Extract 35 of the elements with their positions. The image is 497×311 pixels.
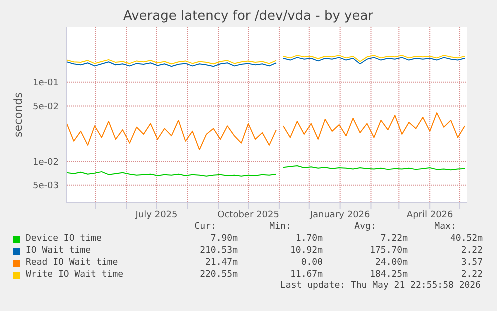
- text: 2.22: [460, 245, 483, 257]
- y-tick-label: 1e-01: [33, 78, 59, 89]
- text: 2.22: [460, 269, 483, 281]
- text: 24.00m: [374, 257, 408, 269]
- y-axis-title: seconds: [12, 92, 25, 138]
- y-tick-label: 5e-03: [33, 182, 59, 192]
- text: 175.70m: [369, 245, 408, 257]
- text: 40.52m: [449, 233, 483, 245]
- text: 7.22m: [380, 233, 408, 245]
- x-tick-label: July 2025: [134, 210, 178, 220]
- legend-label: IO Wait time: [26, 245, 92, 257]
- text: Max:: [434, 221, 458, 233]
- text: 1.70m: [294, 233, 323, 245]
- text: Min:: [268, 221, 292, 233]
- text: 184.25m: [369, 269, 408, 281]
- text: 210.53m: [199, 245, 238, 257]
- text: 0.00: [300, 257, 323, 269]
- text: Avg:: [354, 221, 378, 233]
- legend-label: Write IO Wait time: [26, 269, 124, 281]
- text: 3.57: [460, 257, 483, 269]
- y-tick-label: 1e-02: [33, 158, 59, 168]
- legend-label: Read IO Wait time: [26, 257, 118, 269]
- x-tick-label: April 2026: [406, 210, 454, 220]
- text: Last update: Thu May 21 22:55:58 2026: [280, 281, 481, 291]
- text: 220.55m: [199, 269, 238, 281]
- text: Cur:: [194, 221, 218, 233]
- x-tick-label: October 2025: [218, 210, 280, 220]
- legend-label: Device IO time: [26, 233, 102, 245]
- x-tick-label: January 2026: [309, 210, 371, 220]
- y-tick-label: 5e-02: [33, 102, 59, 112]
- chart-title: Average latency for /dev/vda - by year: [122, 9, 375, 24]
- text: 10.92m: [289, 245, 323, 257]
- text: 7.90m: [210, 233, 238, 245]
- text: 11.67m: [289, 269, 323, 281]
- text: 21.47m: [204, 257, 238, 269]
